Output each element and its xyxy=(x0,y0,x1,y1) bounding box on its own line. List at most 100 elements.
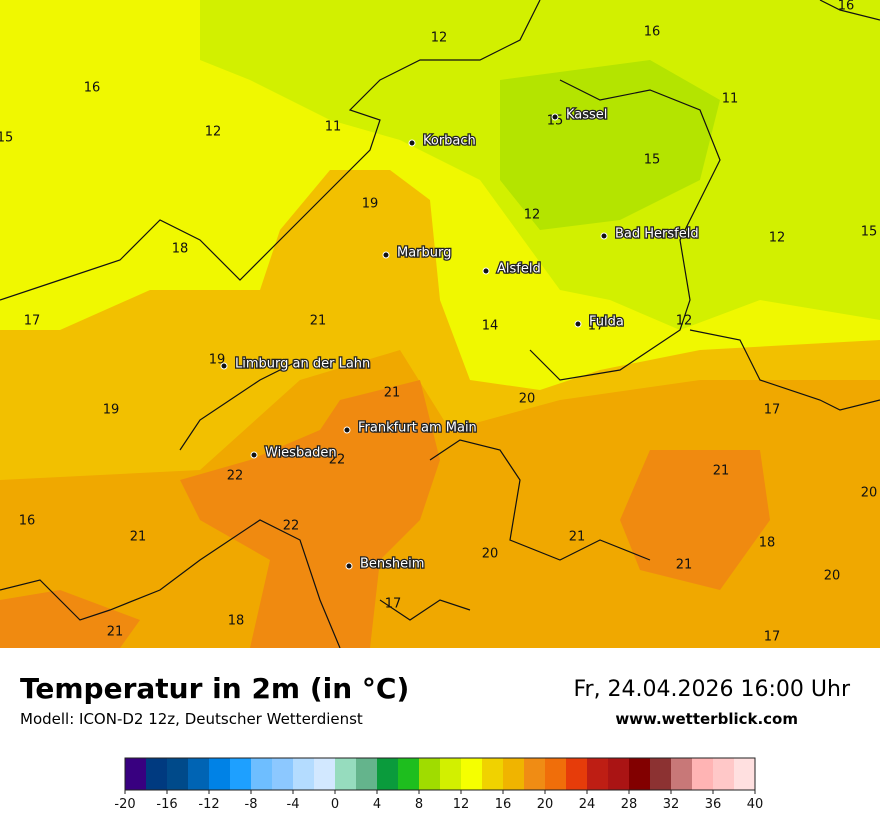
temperature-label: 11 xyxy=(722,92,739,107)
legend-swatch xyxy=(440,758,461,790)
city-label: Wiesbaden xyxy=(265,446,337,461)
city-label: Limburg an der Lahn xyxy=(235,357,370,372)
legend-tick-label: 40 xyxy=(747,797,764,812)
city-dot xyxy=(382,251,390,259)
legend: -20 -16 -12 -8 -4 0 4 8 12 16 20 24 28 32 36 40 xyxy=(114,757,764,812)
legend-swatch xyxy=(566,758,587,790)
legend-tick-label: 20 xyxy=(537,797,554,812)
temperature-label: 20 xyxy=(861,486,878,501)
legend-tick-label: -12 xyxy=(198,797,219,812)
temperature-area xyxy=(180,380,440,648)
legend-tick-label: 4 xyxy=(373,797,381,812)
legend-swatch xyxy=(734,758,755,790)
city-dot xyxy=(574,320,582,328)
temperature-label: 17 xyxy=(764,630,781,645)
city-dot xyxy=(408,139,416,147)
temperature-label: 22 xyxy=(283,519,300,534)
city-dot xyxy=(220,362,228,370)
legend-swatch xyxy=(314,758,335,790)
legend-swatch xyxy=(713,758,734,790)
temperature-label: 12 xyxy=(431,31,448,46)
temperature-label: 11 xyxy=(325,120,342,135)
temperature-label: 16 xyxy=(84,81,101,96)
legend-swatch xyxy=(230,758,251,790)
city-dot xyxy=(250,451,258,459)
datetime: Fr, 24.04.2026 16:00 Uhr xyxy=(573,677,850,702)
temperature-area xyxy=(0,590,140,648)
legend-swatch xyxy=(629,758,650,790)
website[interactable]: www.wetterblick.com xyxy=(615,710,798,728)
temperature-label: 12 xyxy=(205,125,222,140)
temperature-label: 15 xyxy=(861,225,878,240)
temperature-labels: 12 16 16 16 15 12 11 11 15 15 19 12 18 12 15 17 21 14 17 12… xyxy=(0,0,877,645)
city-label: Marburg xyxy=(397,246,451,261)
city-label: Bensheim xyxy=(360,557,424,572)
legend-swatch xyxy=(356,758,377,790)
legend-tick-label: 0 xyxy=(331,797,339,812)
temperature-label: 21 xyxy=(130,530,147,545)
legend-tick-label: 8 xyxy=(415,797,423,812)
temperature-label: 22 xyxy=(329,453,346,468)
cities: Kassel Korbach Marburg Alsfeld Bad Hersfeld F… xyxy=(220,106,700,573)
temperature-label: 12 xyxy=(676,314,693,329)
borders xyxy=(0,0,880,648)
temperature-label: 15 xyxy=(644,153,661,168)
temperature-label: 16 xyxy=(19,514,36,529)
legend-swatch xyxy=(608,758,629,790)
temperature-label: 17 xyxy=(764,403,781,418)
legend-swatch xyxy=(146,758,167,790)
map: 12 16 16 16 15 12 11 11 15 15 19 12 18 12 15 17 21 14 17 12… xyxy=(0,0,880,648)
legend-swatch xyxy=(671,758,692,790)
legend-swatch xyxy=(293,758,314,790)
temperature-label: 19 xyxy=(103,403,120,418)
legend-swatch xyxy=(209,758,230,790)
legend-swatch xyxy=(419,758,440,790)
legend-swatch xyxy=(335,758,356,790)
temperature-label: 18 xyxy=(759,536,776,551)
city-label: Bad Hersfeld xyxy=(615,227,699,242)
temperature-label: 18 xyxy=(172,242,189,257)
legend-frame xyxy=(124,757,756,791)
temperature-label: 19 xyxy=(362,197,379,212)
temperature-label: 17 xyxy=(385,597,402,612)
temperature-label: 16 xyxy=(838,0,855,14)
city-label: Kassel xyxy=(566,108,607,123)
temperature-label: 21 xyxy=(384,386,401,401)
city-dot xyxy=(343,426,351,434)
temperature-label: 22 xyxy=(227,469,244,484)
temperature-label: 19 xyxy=(209,353,226,368)
legend-swatch xyxy=(692,758,713,790)
temperature-label: 20 xyxy=(482,547,499,562)
legend-swatch xyxy=(251,758,272,790)
footer: Temperatur in 2m (in °C) Modell: ICON-D2… xyxy=(0,648,880,830)
legend-tick-label: -16 xyxy=(156,797,177,812)
city-dot xyxy=(345,562,353,570)
legend-tick-label: 24 xyxy=(579,797,596,812)
temperature-area xyxy=(500,60,720,230)
legend-swatch xyxy=(167,758,188,790)
temperature-label: 21 xyxy=(713,464,730,479)
temperature-label: 16 xyxy=(644,25,661,40)
legend-tick-label: -20 xyxy=(114,797,135,812)
city-dot xyxy=(482,267,490,275)
legend-tick-label: 16 xyxy=(495,797,512,812)
legend-tick-label: 32 xyxy=(663,797,680,812)
legend-tick-label: -4 xyxy=(287,797,300,812)
temperature-label: 17 xyxy=(588,319,605,334)
legend-swatch xyxy=(482,758,503,790)
legend-tick-label: 28 xyxy=(621,797,638,812)
city-dot xyxy=(600,232,608,240)
legend-swatch xyxy=(188,758,209,790)
legend-swatch xyxy=(545,758,566,790)
city-label: Frankfurt am Main xyxy=(358,421,477,436)
temperature-label: 21 xyxy=(676,558,693,573)
temperature-area xyxy=(620,450,770,590)
temperature-label: 12 xyxy=(769,231,786,246)
legend-tick-label: 12 xyxy=(453,797,470,812)
legend-swatch xyxy=(461,758,482,790)
temperature-label: 15 xyxy=(547,114,564,129)
legend-swatch xyxy=(587,758,608,790)
temperature-label: 17 xyxy=(24,314,41,329)
temperature-label: 21 xyxy=(569,530,586,545)
model-info: Modell: ICON-D2 12z, Deutscher Wetterdie… xyxy=(20,710,363,728)
